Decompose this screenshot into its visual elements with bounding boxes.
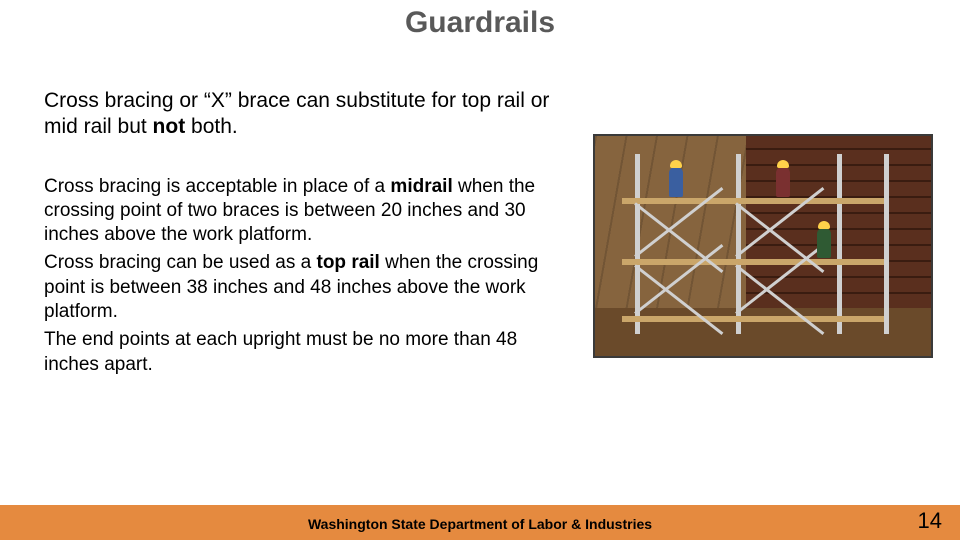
scaffold-photo xyxy=(593,134,933,358)
body-paragraphs: Cross bracing is acceptable in place of … xyxy=(44,175,554,378)
footer-text: Washington State Department of Labor & I… xyxy=(0,516,960,532)
photo-ground xyxy=(595,308,931,356)
hardhat-icon xyxy=(670,160,682,168)
body-p1-mid: midrail xyxy=(390,176,452,197)
body-p3: The end points at each upright must be n… xyxy=(44,328,554,377)
content-block: Cross bracing or “X” brace can substitut… xyxy=(44,88,554,381)
hardhat-icon xyxy=(818,221,830,229)
photo-worker xyxy=(776,167,790,197)
lead-not: not xyxy=(153,115,186,138)
scaffold-plank xyxy=(622,259,884,265)
body-p1-pre: Cross bracing is acceptable in place of … xyxy=(44,176,390,197)
slide: Guardrails Cross bracing or “X” brace ca… xyxy=(0,0,960,540)
body-p1: Cross bracing is acceptable in place of … xyxy=(44,175,554,248)
lead-pre: Cross bracing or “X” brace can substitut… xyxy=(44,89,549,138)
lead-post: both. xyxy=(185,115,238,138)
photo-worker xyxy=(817,228,831,258)
body-p2: Cross bracing can be used as a top rail … xyxy=(44,251,554,324)
scaffold-post xyxy=(884,154,889,334)
slide-title: Guardrails xyxy=(0,6,960,40)
body-p2-top: top rail xyxy=(317,252,380,273)
scaffold-post xyxy=(837,154,842,334)
lead-paragraph: Cross bracing or “X” brace can substitut… xyxy=(44,88,554,141)
scaffold-plank xyxy=(622,198,884,204)
page-number: 14 xyxy=(918,508,942,534)
scaffold-plank xyxy=(622,316,884,322)
body-p2-pre: Cross bracing can be used as a xyxy=(44,252,317,273)
photo-worker xyxy=(669,167,683,197)
